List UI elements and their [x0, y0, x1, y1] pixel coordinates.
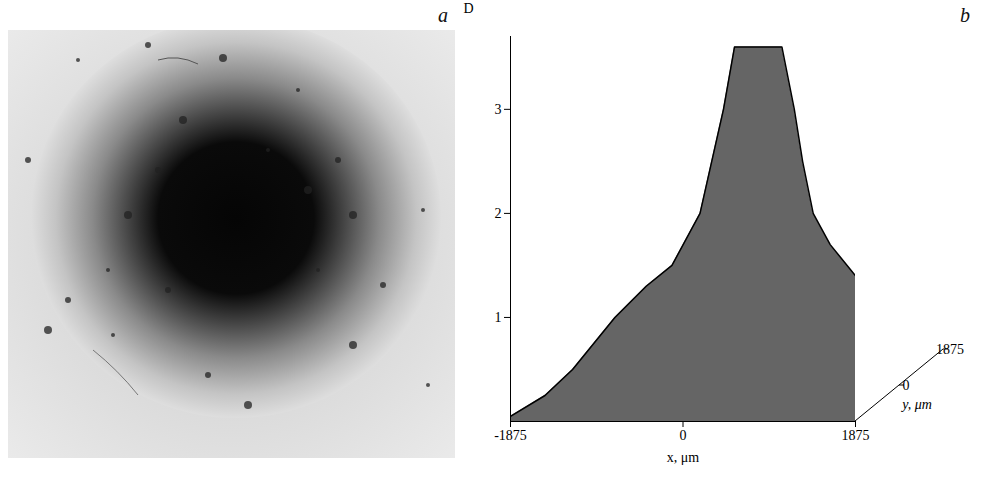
svg-text:2: 2	[495, 206, 502, 221]
svg-text:x, μm: x, μm	[667, 450, 700, 465]
html-text:a: a	[438, 4, 448, 26]
svg-text:0: 0	[903, 378, 910, 393]
svg-text:y, μm: y, μm	[900, 397, 932, 412]
svg-text:3: 3	[495, 102, 502, 117]
svg-text:-1875: -1875	[494, 428, 527, 443]
html-text:b: b	[960, 4, 970, 26]
svg-text:D: D	[464, 1, 474, 16]
svg-text:1875: 1875	[842, 428, 870, 443]
svg-text:0: 0	[680, 428, 687, 443]
svg-text:1875: 1875	[936, 342, 964, 357]
svg-text:1: 1	[495, 310, 502, 325]
